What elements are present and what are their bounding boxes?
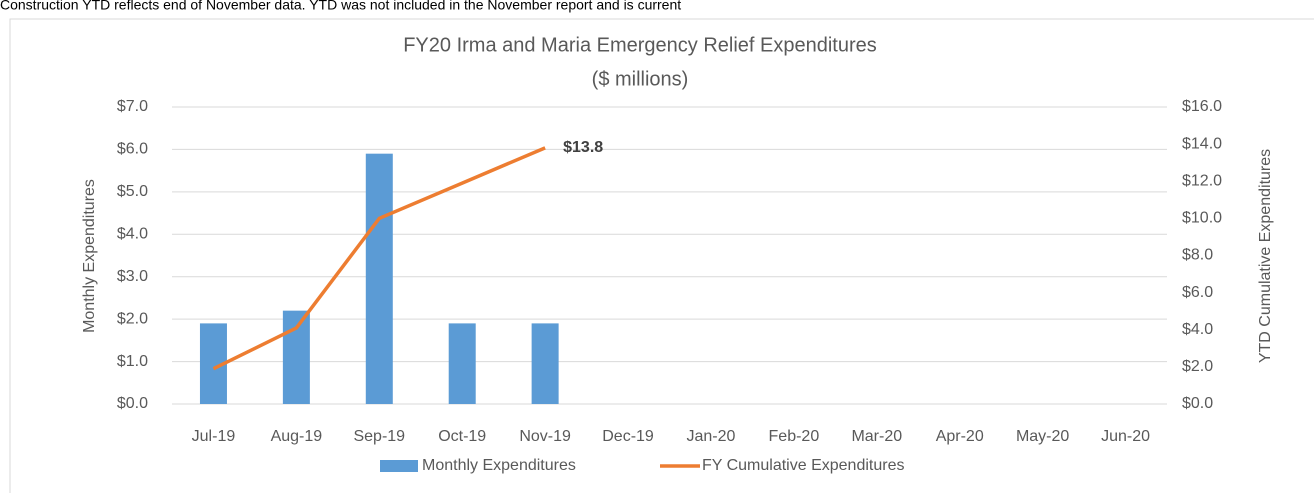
x-tick-label: Dec-19 (602, 428, 654, 445)
y2-tick-label: $2.0 (1182, 358, 1213, 375)
x-tick-label: Jan-20 (686, 428, 735, 445)
y2-tick-label: $12.0 (1182, 172, 1222, 189)
bar (365, 153, 393, 404)
y2-tick-label: $4.0 (1182, 321, 1213, 338)
y-tick-label: $1.0 (117, 353, 148, 370)
legend-swatch (380, 460, 418, 472)
x-tick-label: Oct-19 (438, 428, 486, 445)
bar (282, 310, 310, 404)
bar (448, 323, 476, 404)
y2-axis-label: YTD Cumulative Expenditures (1257, 149, 1274, 363)
y2-tick-label: $6.0 (1182, 284, 1213, 301)
x-tick-label: Mar-20 (851, 428, 902, 445)
chart-border (9, 18, 1314, 493)
x-tick-label: Sep-19 (353, 428, 405, 445)
line (212, 146, 546, 371)
data-label: $13.8 (563, 139, 603, 156)
x-tick-label: Jun-20 (1101, 428, 1150, 445)
chart-subtitle: ($ millions) (592, 68, 689, 90)
y-tick-label: $0.0 (117, 395, 148, 412)
y-axis-label: Monthly Expenditures (81, 179, 98, 333)
chart-title: FY20 Irma and Maria Emergency Relief Exp… (403, 34, 877, 56)
x-tick-label: Feb-20 (769, 428, 820, 445)
x-tick-label: Jul-19 (192, 428, 236, 445)
y2-tick-label: $10.0 (1182, 210, 1222, 227)
legend-label: FY Cumulative Expenditures (702, 457, 904, 474)
y2-tick-label: $16.0 (1182, 98, 1222, 115)
y-tick-label: $5.0 (117, 183, 148, 200)
y-tick-label: $6.0 (117, 141, 148, 158)
x-tick-label: Aug-19 (271, 428, 323, 445)
note: Construction YTD reflects end of Novembe… (0, 0, 681, 13)
x-tick-label: May-20 (1016, 428, 1069, 445)
legend-label: Monthly Expenditures (422, 457, 576, 474)
y2-tick-label: $8.0 (1182, 247, 1213, 264)
y-tick-label: $2.0 (117, 310, 148, 327)
x-tick-label: Nov-19 (519, 428, 571, 445)
y2-tick-label: $0.0 (1182, 395, 1213, 412)
x-tick-label: Apr-20 (936, 428, 984, 445)
bar (531, 323, 559, 404)
y-tick-label: $7.0 (117, 98, 148, 115)
y-tick-label: $4.0 (117, 226, 148, 243)
y2-tick-label: $14.0 (1182, 135, 1222, 152)
y-tick-label: $3.0 (117, 268, 148, 285)
